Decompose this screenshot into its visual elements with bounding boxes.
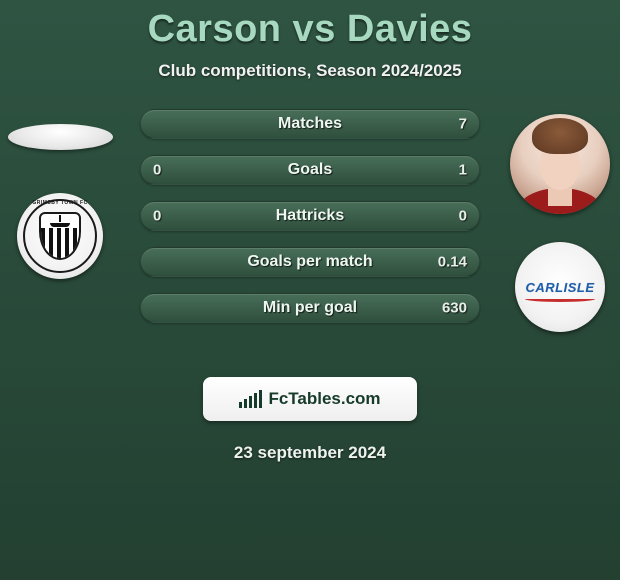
right-column: CARLISLE: [500, 109, 620, 337]
stat-right-value: 7: [459, 116, 467, 133]
left-club-badge-slot: GRIMSBY TOWN FC: [10, 186, 110, 286]
stat-row: Min per goal 630: [140, 293, 480, 323]
stat-label: Matches: [278, 115, 342, 133]
carlisle-crest-text: CARLISLE: [526, 280, 595, 295]
bar-segment: [259, 390, 262, 408]
right-player-photo: [510, 114, 610, 214]
comparison-area: GRIMSBY TOWN FC CARLISLE Matches 7 0: [0, 109, 620, 369]
source-logo: FcTables.com: [203, 377, 417, 421]
left-column: GRIMSBY TOWN FC: [0, 109, 120, 286]
stat-row: Matches 7: [140, 109, 480, 139]
stat-label: Min per goal: [263, 299, 357, 317]
stat-rows: Matches 7 0 Goals 1 0 Hattricks 0 Goals per matc…: [140, 109, 480, 339]
bar-chart-icon: [239, 390, 262, 408]
stat-label: Goals: [288, 161, 332, 179]
page-title: Carson vs Davies: [0, 8, 620, 51]
stat-right-value: 1: [459, 162, 467, 179]
generation-date: 23 september 2024: [0, 443, 620, 463]
page-subtitle: Club competitions, Season 2024/2025: [0, 61, 620, 81]
stat-label: Hattricks: [276, 207, 344, 225]
carlisle-crest-icon: CARLISLE: [515, 242, 605, 332]
heading: Carson vs Davies Club competitions, Seas…: [0, 0, 620, 81]
stat-left-value: 0: [153, 162, 161, 179]
left-player-placeholder: [8, 124, 113, 150]
right-player-photo-slot: [508, 109, 613, 219]
stat-right-value: 0: [459, 208, 467, 225]
stat-row: 0 Hattricks 0: [140, 201, 480, 231]
stat-right-value: 0.14: [438, 254, 467, 271]
bar-segment: [254, 393, 257, 408]
stat-row: 0 Goals 1: [140, 155, 480, 185]
grimsby-crest-text: GRIMSBY TOWN FC: [17, 200, 103, 206]
right-club-badge-slot: CARLISLE: [510, 237, 610, 337]
stat-left-value: 0: [153, 208, 161, 225]
stat-label: Goals per match: [247, 253, 372, 271]
grimsby-crest-icon: GRIMSBY TOWN FC: [17, 193, 103, 279]
stat-row: Goals per match 0.14: [140, 247, 480, 277]
bar-segment: [249, 396, 252, 408]
source-logo-text: FcTables.com: [268, 389, 380, 409]
left-player-photo-slot: [8, 109, 113, 164]
bar-segment: [244, 399, 247, 408]
stat-right-value: 630: [442, 300, 467, 317]
bar-segment: [239, 402, 242, 408]
